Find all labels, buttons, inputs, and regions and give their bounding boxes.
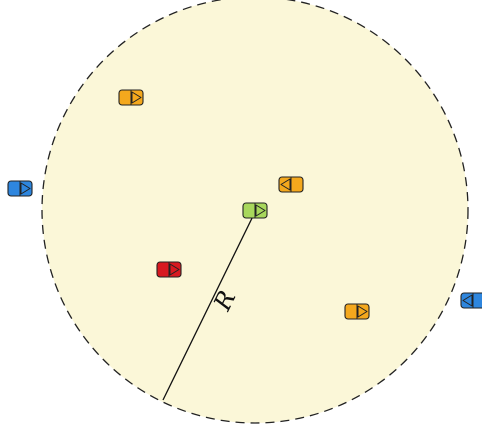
direction-arrow-icon	[255, 204, 266, 217]
direction-arrow-icon	[169, 263, 180, 276]
center-vehicle	[242, 202, 268, 219]
radius-line	[162, 211, 256, 401]
vehicle-orange-2	[278, 176, 304, 193]
vehicle-blue-2	[460, 292, 482, 309]
direction-arrow-icon	[20, 182, 31, 195]
vehicle-blue-1	[7, 180, 33, 197]
direction-arrow-icon	[131, 91, 142, 104]
vehicle-red-1	[156, 261, 182, 278]
vehicle-orange-1	[118, 89, 144, 106]
direction-arrow-icon	[462, 294, 473, 307]
direction-arrow-icon	[280, 178, 291, 191]
direction-arrow-icon	[357, 305, 368, 318]
vehicle-orange-3	[344, 303, 370, 320]
